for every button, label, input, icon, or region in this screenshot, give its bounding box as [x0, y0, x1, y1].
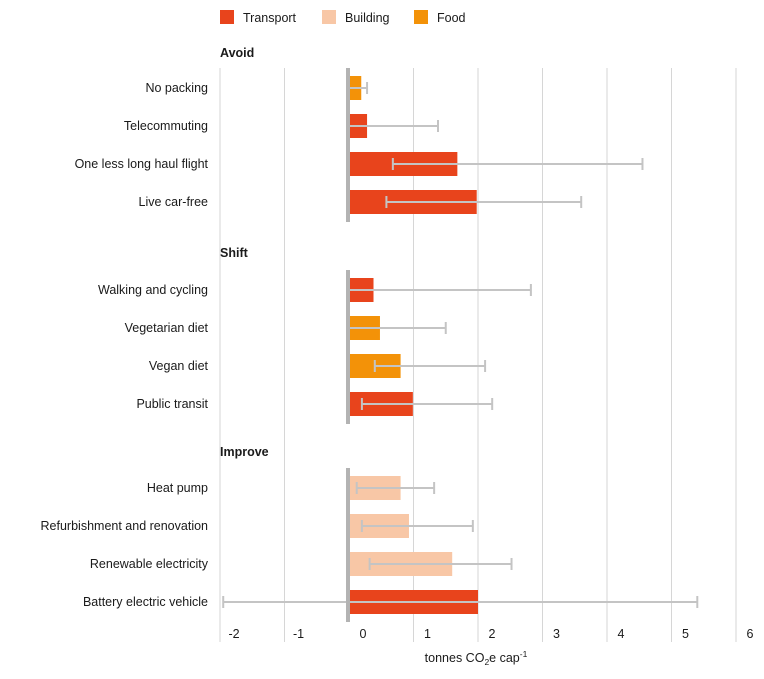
- zero-line: [346, 468, 350, 622]
- category-label: Live car-free: [139, 195, 209, 209]
- category-label: One less long haul flight: [75, 157, 209, 171]
- legend-swatch: [220, 10, 234, 24]
- x-tick-label: 2: [489, 627, 496, 641]
- x-axis-label: tonnes CO2e cap-1: [425, 649, 528, 667]
- x-tick-label: 4: [618, 627, 625, 641]
- legend-label: Building: [345, 11, 390, 25]
- category-label: Heat pump: [147, 481, 208, 495]
- category-labels: Avoid No packing Telecommuting One less lon…: [41, 46, 269, 609]
- group-title: Improve: [220, 445, 269, 459]
- legend-label: Transport: [243, 11, 297, 25]
- category-label: Public transit: [136, 397, 208, 411]
- legend-swatch: [414, 10, 428, 24]
- x-tick-label: 0: [360, 627, 367, 641]
- x-tick-label: -1: [293, 627, 304, 641]
- zero-line: [346, 270, 350, 424]
- category-label: Renewable electricity: [90, 557, 209, 571]
- group-title: Shift: [220, 246, 249, 260]
- group-title: Avoid: [220, 46, 254, 60]
- zero-line: [346, 68, 350, 222]
- gridlines: [219, 68, 737, 642]
- x-tick-label: -2: [228, 627, 239, 641]
- category-label: Telecommuting: [124, 119, 208, 133]
- legend: Transport Building Food: [220, 10, 466, 25]
- x-tick-labels: -2 -1 0 1 2 3 4 5 6: [228, 627, 753, 641]
- category-label: Vegan diet: [149, 359, 209, 373]
- error-bars: [222, 82, 699, 608]
- x-tick-label: 5: [682, 627, 689, 641]
- category-label: No packing: [145, 81, 208, 95]
- x-tick-label: 1: [424, 627, 431, 641]
- zero-axis: [346, 68, 350, 622]
- category-label: Refurbishment and renovation: [41, 519, 209, 533]
- legend-swatch: [322, 10, 336, 24]
- x-tick-label: 3: [553, 627, 560, 641]
- category-label: Battery electric vehicle: [83, 595, 208, 609]
- category-label: Walking and cycling: [98, 283, 208, 297]
- x-tick-label: 6: [747, 627, 754, 641]
- legend-label: Food: [437, 11, 466, 25]
- category-label: Vegetarian diet: [125, 321, 209, 335]
